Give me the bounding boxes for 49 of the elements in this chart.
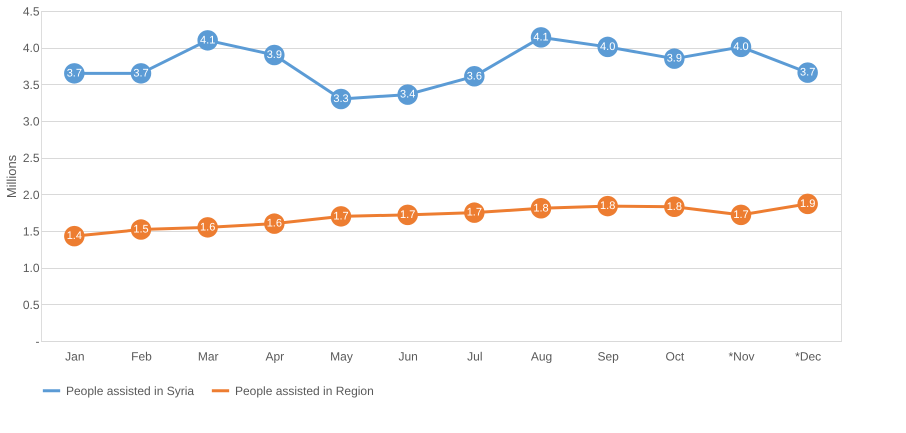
x-tick-label: Jan [65, 350, 85, 364]
x-tick-label: Oct [665, 350, 685, 364]
data-label: 1.7 [466, 206, 482, 219]
x-tick-label: Feb [131, 350, 152, 364]
x-tick-label: May [330, 350, 353, 364]
data-label: 4.1 [533, 31, 549, 44]
data-label: 3.7 [133, 67, 149, 80]
y-tick-label: 0.5 [22, 298, 40, 312]
y-tick-label: 3.5 [22, 78, 40, 92]
data-label: 1.8 [600, 200, 616, 212]
data-label: 3.7 [66, 67, 82, 80]
data-label: 3.4 [400, 88, 416, 101]
data-label: 3.9 [666, 52, 682, 65]
data-label: 3.9 [266, 49, 282, 61]
data-label: 4.0 [733, 40, 749, 53]
legend-label: People assisted in Syria [66, 384, 194, 398]
y-tick-label: 3.0 [22, 114, 40, 128]
data-label: 1.4 [66, 230, 82, 242]
data-label: 1.6 [200, 221, 216, 234]
data-label: 3.6 [466, 70, 482, 82]
data-label: 1.8 [533, 202, 549, 214]
y-tick-label: 4.0 [22, 41, 40, 56]
data-label: 4.1 [200, 34, 216, 46]
x-tick-label: Jul [467, 350, 483, 364]
y-tick-label: 4.5 [22, 4, 40, 18]
x-tick-label: Mar [198, 350, 219, 364]
data-label: 3.7 [800, 66, 816, 79]
data-label: 4.0 [600, 40, 616, 53]
x-tick-label: *Nov [728, 350, 755, 364]
y-tick-label: 1.5 [22, 224, 40, 238]
y-tick-label: 1.0 [22, 261, 40, 276]
legend-label: People assisted in Region [235, 384, 374, 398]
data-label: 1.7 [333, 210, 349, 222]
x-tick-label: *Dec [795, 350, 822, 364]
data-label: 1.9 [800, 198, 816, 210]
x-tick-label: Aug [530, 350, 552, 364]
x-tick-label: Sep [597, 350, 620, 364]
data-label: 3.3 [333, 93, 349, 105]
data-label: 1.7 [733, 208, 749, 221]
data-label: 1.8 [666, 200, 682, 213]
y-tick-label: 2.5 [22, 151, 40, 166]
data-label: 1.6 [266, 218, 282, 230]
y-tick-label: 2.0 [22, 188, 40, 202]
data-label: 1.5 [133, 224, 149, 236]
x-tick-label: Apr [265, 350, 284, 364]
y-tick-label: - [36, 334, 40, 348]
x-tick-label: Jun [398, 350, 418, 364]
data-label: 1.7 [400, 208, 416, 221]
y-axis-title: Millions [4, 154, 19, 198]
